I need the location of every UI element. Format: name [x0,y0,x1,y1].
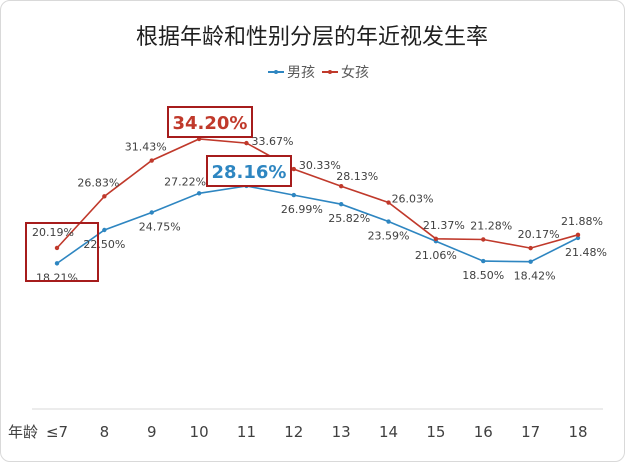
data-point-girls [481,237,486,242]
data-label-boys: 26.99% [281,203,323,216]
data-point-boys [149,210,154,215]
x-tick-label: 13 [332,423,351,441]
series-points [54,136,581,266]
data-label-girls: 21.37% [423,219,465,232]
data-point-boys [102,227,107,233]
data-label-girls: 26.03% [392,193,434,206]
x-tick-label: 16 [474,423,493,441]
data-point-boys [338,201,344,207]
girls-peak-callout-text: 34.20% [173,113,248,134]
data-label-girls: 33.67% [251,135,293,148]
data-point-boys [575,235,581,241]
x-tick-label: 17 [521,423,540,441]
data-label-boys: 27.22% [164,175,206,188]
x-tick-label: 18 [568,423,587,441]
legend-girls-marker [328,70,332,74]
data-label-boys: 24.75% [139,221,181,234]
data-label-boys: 18.50% [462,269,504,282]
data-label-girls: 31.43% [125,141,167,154]
x-tick-label: 9 [147,423,157,441]
data-point-boys [481,258,486,264]
data-label-girls: 20.19% [32,226,74,239]
data-point-girls [528,245,533,251]
series-line-girls [56,138,579,249]
highlight-box-age7-rect [25,222,99,282]
data-point-girls [149,158,154,163]
data-point-girls [386,200,391,205]
legend-girls-label: 女孩 [341,64,369,81]
data-point-girls [291,166,297,172]
data-label-girls: 21.88% [561,215,603,228]
legend: 男孩 女孩 [268,64,369,81]
x-tick-label: 10 [190,423,209,441]
boys-peak-callout: 28.16% [206,155,292,187]
legend-boys-label: 男孩 [287,65,315,81]
data-label-boys: 18.21% [36,271,78,284]
x-tick-label: 12 [284,423,303,441]
chart-title: 根据年龄和性别分层的年近视发生率 [136,25,488,50]
data-label-boys: 25.82% [328,212,370,225]
girls-peak-callout-box [167,106,253,138]
data-label-girls: 20.17% [518,228,560,241]
data-label-girls: 30.33% [299,159,341,172]
data-point-girls [575,232,581,238]
data-point-boys [291,192,297,198]
data-point-girls [102,194,107,199]
data-point-boys [196,191,202,196]
data-label-girls: 26.83% [77,176,119,189]
x-axis-title: 年龄 [8,423,38,441]
data-point-boys [386,219,391,224]
data-point-boys [54,261,60,266]
data-label-boys: 23.59% [368,230,410,243]
x-tick-label: 11 [237,423,256,441]
girls-peak-callout: 34.20% [167,106,253,138]
data-point-girls [433,236,439,241]
x-tick-label: 14 [379,423,398,441]
boys-peak-callout-text: 28.16% [212,162,287,183]
legend-boys-marker [274,70,278,74]
data-point-boys [528,259,533,264]
data-point-girls [54,245,60,251]
x-tick-labels: ≤7 8 9 10 11 12 13 14 15 16 17 18 [46,423,588,441]
highlight-box-age7 [25,222,99,282]
x-tick-label: 15 [426,423,445,441]
data-label-girls: 21.28% [470,219,512,232]
data-label-boys: 21.48% [565,246,607,259]
series-line-boys [56,185,579,265]
data-label-boys: 21.06% [415,249,457,262]
series-lines [56,138,579,265]
data-label-boys: 18.42% [514,270,556,283]
data-label-girls: 28.13% [336,170,378,183]
data-label-boys: 22.50% [83,238,125,251]
data-point-girls [244,140,249,146]
boys-peak-callout-box [206,155,292,187]
x-tick-label: ≤7 [46,423,68,441]
data-point-girls [338,184,344,189]
x-tick-label: 8 [100,423,110,441]
